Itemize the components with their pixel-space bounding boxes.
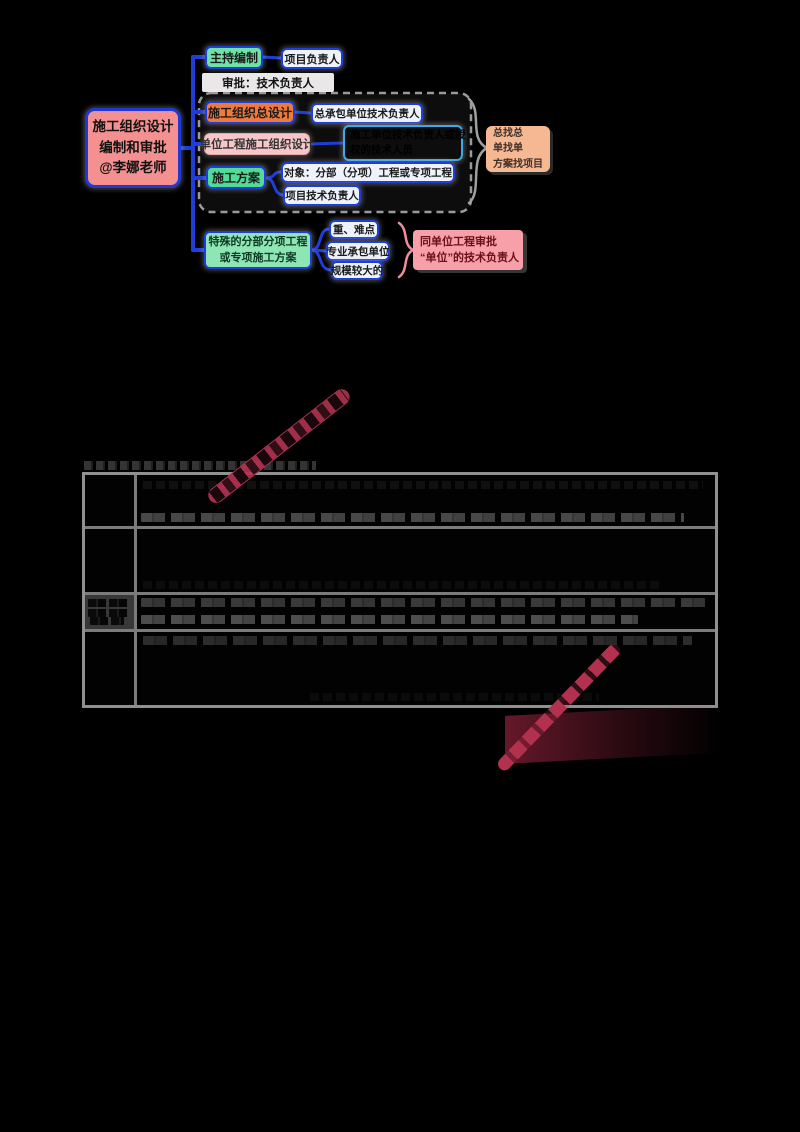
table-cell-r1c2 <box>137 475 715 529</box>
special-note-line-2: “单位”的技术负责人 <box>420 252 519 264</box>
gray-brace <box>467 97 490 205</box>
table-cell-r4c2 <box>137 632 715 705</box>
illegible-text-streak <box>143 581 664 589</box>
table-cell-r3c2 <box>137 595 715 632</box>
highlighted-text-streak <box>141 513 685 522</box>
illegible-text-streak <box>88 599 130 607</box>
illegible-text-streak <box>310 693 600 701</box>
root-line-2: 编制和审批 <box>99 139 167 155</box>
root-topic: 施工组织设计 编制和审批 @李娜老师 <box>85 108 181 188</box>
node-special-item-2: 专业承包单位 <box>326 241 390 261</box>
node-special-works: 特殊的分部分项工程 或专项施工方案 <box>204 231 312 269</box>
highlighted-text-streak <box>143 636 693 645</box>
special-note-line-1: 同单位工程审批 <box>420 235 497 248</box>
table-cell-r2c1 <box>85 529 137 595</box>
node-general-design: 施工组织总设计 <box>205 101 295 124</box>
approval-note-label: 审批：技术负责人 <box>202 73 334 92</box>
node-special-item-3: 规模较大的 <box>331 261 383 280</box>
node-scheme: 施工方案 <box>206 166 266 189</box>
node-scheme-approver: 项目技术负责人 <box>283 185 361 206</box>
node-unit-design-approver: 施工单位技术负责人或授 权的技术人员 <box>343 125 466 161</box>
node-host-edit: 主持编制 <box>205 46 263 69</box>
illegible-text-streak <box>88 609 128 617</box>
table-cell-r2c2 <box>137 529 715 595</box>
special-approval-note: 同单位工程审批 “单位”的技术负责人 <box>413 230 523 270</box>
pink-brace <box>397 221 416 279</box>
root-line-3: @李娜老师 <box>99 160 167 176</box>
highlighted-text-streak <box>141 615 639 624</box>
node-special-item-1: 重、难点 <box>329 220 379 239</box>
unit-approver-line-1: 施工单位技术负责人或授 <box>350 128 466 141</box>
table-cell-r3c1 <box>85 595 137 632</box>
memo-line-2: 单找单 <box>493 143 523 155</box>
node-general-design-approver: 总承包单位技术负责人 <box>311 103 423 124</box>
root-line-1: 施工组织设计 <box>92 118 174 134</box>
unit-approver-line-2: 权的技术人员 <box>350 144 413 156</box>
memo-line-1: 总找总 <box>493 127 523 139</box>
illegible-text-streak <box>143 481 703 489</box>
table-caption-illegible <box>84 461 316 470</box>
special-line-2: 或专项施工方案 <box>219 252 297 264</box>
memo-box: 总找总 单找单 方案找项目 <box>486 126 550 172</box>
special-line-1: 特殊的分部分项工程 <box>208 235 308 248</box>
illegible-text-streak <box>90 617 125 625</box>
node-unit-design: 单位工程施工组织设计 <box>200 133 315 155</box>
notes-table <box>82 472 718 708</box>
highlighted-text-streak <box>141 598 709 607</box>
table-cell-r1c1 <box>85 475 137 529</box>
node-host-edit-person: 项目负责人 <box>281 48 343 69</box>
node-scheme-object: 对象：分部（分项）工程或专项工程 <box>281 162 455 183</box>
table-cell-r4c1 <box>85 632 137 705</box>
memo-line-3: 方案找项目 <box>493 158 543 170</box>
